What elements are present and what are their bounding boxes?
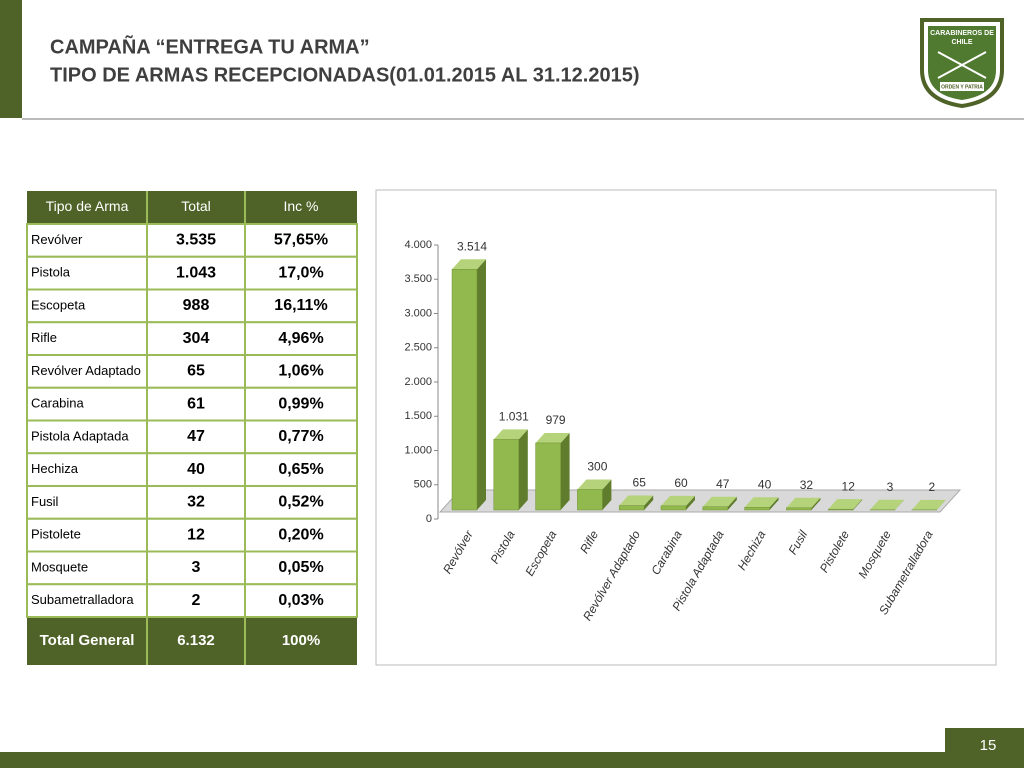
bar [452,269,477,510]
y-tick-label: 3.000 [404,307,432,319]
value-label: 3.514 [457,239,487,253]
table-cell: Hechiza [31,461,79,476]
footer-bar [0,752,1024,768]
value-label: 47 [716,477,730,491]
table-cell: 65 [187,363,205,380]
table-cell: Escopeta [31,297,86,312]
total-cell: 6.132 [177,632,215,649]
table-cell: 0,52% [278,494,323,511]
table-cell: 304 [183,330,210,347]
title: TIPO DE ARMAS RECEPCIONADAS(01.01.2015 A… [50,64,639,86]
table-cell: 3.535 [176,232,216,249]
bar [536,443,561,510]
table-cell: 3 [192,559,201,576]
total-cell: 100% [282,632,320,649]
y-tick-label: 4.000 [404,239,432,251]
value-label: 12 [842,479,856,493]
column-header: Inc % [283,198,318,214]
y-tick-label: 1.000 [404,444,432,456]
table-cell: Revólver [31,232,83,247]
bar-side [477,259,486,510]
total-cell: Total General [40,632,135,649]
value-label: 3 [887,480,894,494]
table-cell: 0,05% [278,559,323,576]
logo-text: CHILE [952,39,973,46]
table-cell: Carabina [31,396,85,411]
table-cell: 0,65% [278,461,323,478]
logo-text: ORDEN Y PATRIA [941,84,983,90]
y-tick-label: 3.500 [404,273,432,285]
table-cell: Subametralladora [31,592,134,607]
table-cell: 4,96% [278,330,323,347]
bar [745,507,770,510]
table-cell: 1.043 [176,264,216,281]
y-tick-label: 1.500 [404,410,432,422]
bar [828,509,853,510]
value-label: 60 [674,476,688,490]
table-cell: 47 [187,428,205,445]
value-label: 300 [587,460,607,474]
y-tick-label: 2.000 [404,376,432,388]
bar [786,508,811,510]
table-cell: 12 [187,526,205,543]
table-cell: 17,0% [278,264,323,281]
bar-side [561,433,570,510]
y-tick-label: 500 [414,479,432,491]
table-cell: 0,03% [278,592,323,609]
page-number: 15 [980,737,997,754]
value-label: 40 [758,477,772,491]
table-cell: 57,65% [274,232,328,249]
column-header: Tipo de Arma [46,198,129,214]
value-label: 2 [928,480,935,494]
table-cell: 61 [187,395,205,412]
bar [661,506,686,510]
table-cell: 32 [187,494,205,511]
table-cell: Rifle [31,330,57,345]
table-cell: 0,77% [278,428,323,445]
bar [577,489,602,510]
title: CAMPAÑA “ENTREGA TU ARMA” [50,35,370,58]
bar [619,506,644,510]
table-cell: Revólver Adaptado [31,363,141,378]
table-cell: 1,06% [278,363,323,380]
table-cell: 40 [187,461,205,478]
table-cell: Pistola Adaptada [31,428,129,443]
logo: CARABINEROS DE CHILE ORDEN Y PATRIA [922,20,1002,106]
column-header: Total [181,198,211,214]
table-cell: 16,11% [274,297,327,314]
table-cell: Pistola [31,265,71,280]
table-cell: Mosquete [31,559,88,574]
value-label: 979 [546,413,566,427]
value-label: 32 [800,478,814,492]
y-tick-label: 0 [426,513,432,525]
y-tick-label: 2.500 [404,342,432,354]
table-cell: 988 [183,297,210,314]
value-label: 65 [633,476,647,490]
header-bar [0,0,22,118]
bar [494,439,519,510]
table-cell: 0,99% [278,395,323,412]
bar-side [519,429,528,510]
table-cell: 0,20% [278,526,323,543]
bar [703,507,728,510]
logo-text: CARABINEROS DE [930,30,994,37]
value-label: 1.031 [499,410,529,424]
table-cell: Fusil [31,494,59,509]
table-cell: Pistolete [31,527,81,542]
table-cell: 2 [192,592,201,609]
